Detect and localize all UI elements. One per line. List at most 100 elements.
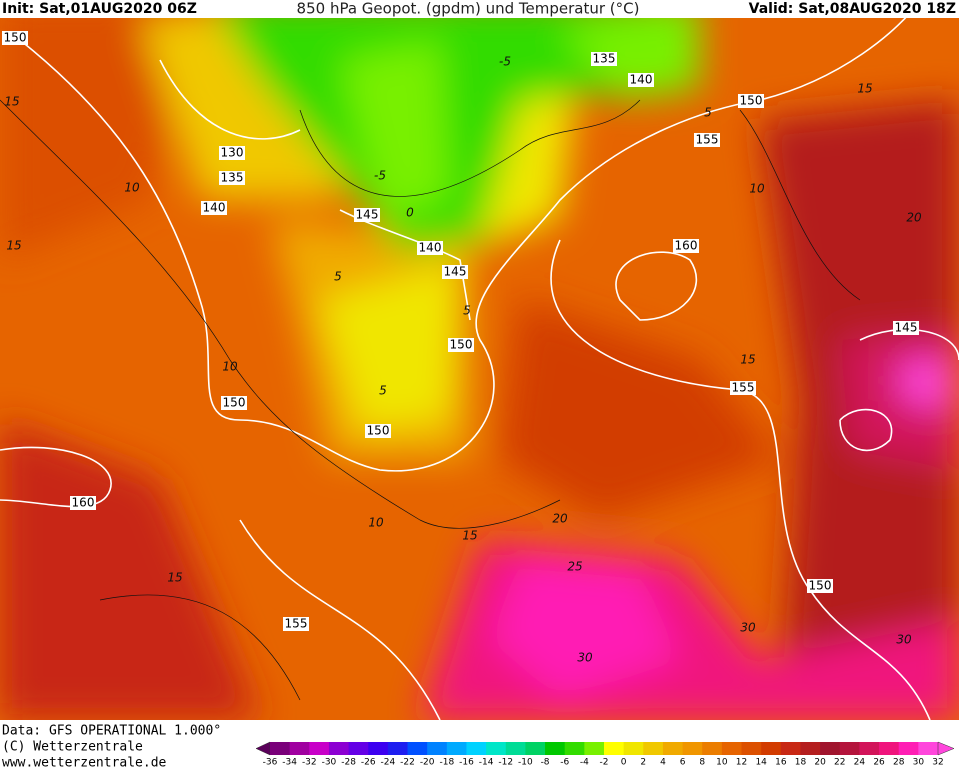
geopotential-label: 150 <box>4 31 27 45</box>
colorbar-cell <box>839 742 860 755</box>
colorbar-label: 12 <box>736 758 747 768</box>
temperature-label: 10 <box>368 516 384 530</box>
colorbar-label: -16 <box>459 758 474 768</box>
colorbar-label: 14 <box>755 758 767 768</box>
label-box <box>591 52 617 66</box>
temperature-label: 5 <box>704 106 712 120</box>
colorbar-label: -14 <box>479 758 494 768</box>
colorbar-label: -4 <box>580 758 589 768</box>
colorbar-cell <box>584 742 605 755</box>
colorbar-label: -20 <box>420 758 435 768</box>
label-box <box>2 31 28 45</box>
colorbar-cell <box>486 742 507 755</box>
temperature-label: 10 <box>124 181 140 195</box>
geopotential-label: 150 <box>223 396 246 410</box>
colorbar-cell <box>741 742 762 755</box>
label-box <box>219 171 245 185</box>
website: www.wetterzentrale.de <box>2 756 167 770</box>
colorbar-label: 24 <box>854 758 866 768</box>
temperature-label: 15 <box>462 529 477 543</box>
label-box <box>673 239 699 253</box>
colorbar-label: -24 <box>381 758 396 768</box>
colorbar-label: 8 <box>699 758 705 768</box>
temperature-label: 5 <box>379 384 387 398</box>
geopotential-label: 135 <box>221 171 244 185</box>
temperature-label: 30 <box>577 651 593 665</box>
colorbar-cell <box>328 742 350 755</box>
colorbar-cell <box>898 742 919 755</box>
label-box <box>628 73 654 87</box>
geopotential-label: 145 <box>895 321 918 335</box>
label-box <box>201 201 227 215</box>
colorbar-label: 28 <box>893 758 905 768</box>
label-box <box>70 496 96 510</box>
colorbar-cell <box>721 742 743 755</box>
colorbar-label: 26 <box>873 758 885 768</box>
colorbar-end <box>937 741 955 756</box>
colorbar-cell <box>387 742 409 755</box>
geopotential-label: 140 <box>203 201 226 215</box>
temperature-label: 15 <box>857 82 872 96</box>
colorbar-label: 4 <box>660 758 666 768</box>
colorbar-label: -32 <box>302 758 317 768</box>
colorbar-cell <box>525 742 546 755</box>
colorbar-label: 20 <box>814 758 826 768</box>
colorbar-cell <box>643 742 664 755</box>
colorbar-cell <box>289 742 310 755</box>
colorbar-cell <box>466 742 487 755</box>
colorbar-label: -12 <box>498 758 513 768</box>
geopotential-label: 155 <box>732 381 755 395</box>
colorbar-label: 10 <box>716 758 728 768</box>
label-box <box>807 579 833 593</box>
label-box <box>893 321 919 335</box>
colorbar-label: 0 <box>621 758 627 768</box>
temperature-label: 15 <box>167 571 182 585</box>
geopotential-label: 150 <box>367 424 390 438</box>
label-box <box>283 617 309 631</box>
colorbar-cell <box>407 742 428 755</box>
label-box <box>694 133 720 147</box>
label-box <box>221 396 247 410</box>
temperature-label: 10 <box>749 182 765 196</box>
colorbar-label: -6 <box>560 758 569 768</box>
colorbar-cell <box>446 742 467 755</box>
copyright: (C) Wetterzentrale <box>2 740 143 755</box>
geopotential-label: 145 <box>356 208 379 222</box>
colorbar-label: -2 <box>600 758 609 768</box>
colorbar-cell <box>662 742 684 755</box>
colorbar-label: 22 <box>834 758 845 768</box>
label-box <box>448 338 474 352</box>
colorbar-label: -8 <box>541 758 550 768</box>
colorbar-cell <box>604 742 625 755</box>
label-box <box>417 241 443 255</box>
colorbar-label: -22 <box>400 758 415 768</box>
colorbar-cell <box>859 742 880 755</box>
colorbar-label: 2 <box>640 758 646 768</box>
temperature-label: 5 <box>334 270 342 284</box>
colorbar-cell <box>761 742 782 755</box>
colorbar-cell <box>702 742 723 755</box>
geopotential-label: 150 <box>809 579 832 593</box>
temperature-label: 10 <box>222 360 238 374</box>
geopotential-label: 140 <box>630 73 653 87</box>
header-bar <box>0 0 959 18</box>
colorbar-cell <box>623 742 644 755</box>
temperature-label: 20 <box>552 512 568 526</box>
colorbar-cell <box>348 742 369 755</box>
colorbar-label: 30 <box>913 758 925 768</box>
temperature-label: 5 <box>463 304 471 318</box>
colorbar-cell <box>505 742 526 755</box>
colorbar-label: 18 <box>795 758 807 768</box>
temperature-label: 15 <box>740 353 755 367</box>
geopotential-label: 160 <box>675 239 698 253</box>
contour-labels: 1501351401501301351401551451401451601501… <box>2 31 922 665</box>
temperature-label: 15 <box>4 95 19 109</box>
geopotential-label: 150 <box>740 94 763 108</box>
colorbar-label: -10 <box>518 758 533 768</box>
geopotential-label: 150 <box>450 338 473 352</box>
colorbar-cell <box>309 742 330 755</box>
label-box <box>730 381 756 395</box>
label-box <box>219 146 245 160</box>
temperature-label: 0 <box>406 206 414 220</box>
